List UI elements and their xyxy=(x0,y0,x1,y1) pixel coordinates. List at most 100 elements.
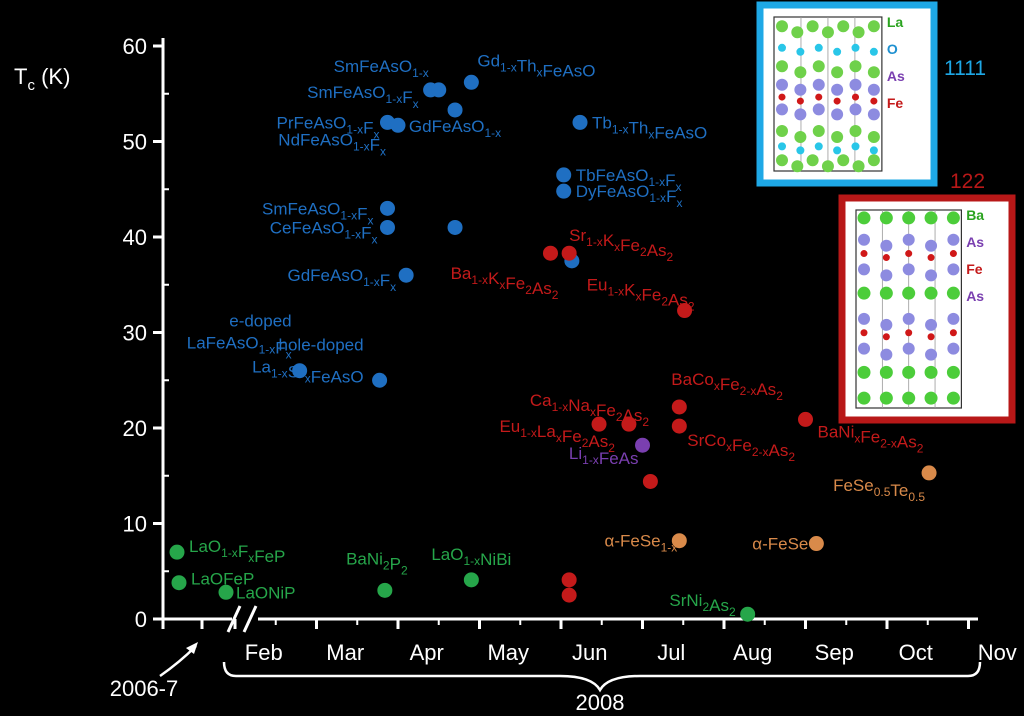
atom xyxy=(833,97,841,105)
atom xyxy=(796,146,805,155)
point-label: CeFeAsO1-xFx xyxy=(270,218,378,246)
data-point xyxy=(372,372,388,388)
point-label: hole-doped xyxy=(279,335,364,354)
x-tick-label: Oct xyxy=(899,640,933,665)
atom xyxy=(858,263,870,276)
inset-atom-label: As xyxy=(887,68,905,84)
inset-atom-label: O xyxy=(887,41,898,57)
atom xyxy=(858,342,870,355)
data-point xyxy=(671,533,687,549)
y-tick-label: 40 xyxy=(123,225,147,250)
atom xyxy=(946,211,960,225)
point-label: LaO1-xNiBi xyxy=(431,545,511,569)
atom xyxy=(947,233,960,246)
point-label: Ba1-xKxFe2As2 xyxy=(451,264,559,302)
point-label: BaNi2P2 xyxy=(346,549,408,577)
atom xyxy=(791,160,804,173)
atom xyxy=(867,130,880,143)
y-tick-label: 0 xyxy=(135,607,147,632)
atom xyxy=(821,26,834,39)
atom xyxy=(880,239,893,252)
point-label: GdFeAsO1-xFx xyxy=(287,266,396,294)
point-label: TbFeAsO1-xFx xyxy=(576,166,682,194)
atom xyxy=(776,124,788,137)
atom xyxy=(860,329,868,337)
data-point xyxy=(542,245,558,261)
data-point xyxy=(379,219,395,235)
data-point xyxy=(591,416,607,432)
y-tick-label: 20 xyxy=(123,416,147,441)
atom xyxy=(858,312,870,325)
x-tick-label: Jul xyxy=(657,640,685,665)
atom xyxy=(849,60,862,73)
atom xyxy=(857,286,871,300)
atom xyxy=(778,43,786,52)
atom xyxy=(902,211,916,225)
atom xyxy=(833,47,842,56)
atom xyxy=(857,211,871,225)
point-label: LaOFeP xyxy=(191,570,254,589)
atom xyxy=(812,78,825,91)
point-label: LaO1-xFxFeP xyxy=(189,537,285,566)
data-point xyxy=(463,74,479,90)
atom xyxy=(831,83,844,96)
data-point xyxy=(556,167,572,183)
atom xyxy=(902,365,916,379)
point-label: FeSe0.5Te0.5 xyxy=(833,476,925,504)
atom xyxy=(882,333,890,341)
atom xyxy=(902,312,915,325)
point-label: SmFeAsO1-x xyxy=(334,57,429,80)
point-label: Eu1-xKxFe2As2 xyxy=(587,276,695,314)
atom xyxy=(867,108,880,121)
data-point xyxy=(390,117,406,133)
atom xyxy=(867,20,880,33)
atom xyxy=(946,286,960,300)
atom xyxy=(852,26,865,39)
y-tick-label: 60 xyxy=(123,34,147,59)
atom xyxy=(902,391,916,405)
inset-atom-label: As xyxy=(966,288,984,304)
data-point xyxy=(671,399,687,415)
y-tick-label: 10 xyxy=(123,512,147,537)
atom xyxy=(880,318,893,331)
atom xyxy=(776,154,788,167)
point-label: PrFeAsO1-xFx xyxy=(277,113,380,141)
atom xyxy=(902,342,915,355)
atom xyxy=(925,269,938,282)
atom xyxy=(902,233,915,246)
atom xyxy=(905,329,913,337)
atom xyxy=(831,130,844,143)
data-point xyxy=(561,587,577,603)
data-point xyxy=(398,267,414,283)
point-label: α-FeSe1-x xyxy=(605,532,678,555)
inset-title: 1111 xyxy=(944,57,986,80)
data-point xyxy=(377,582,393,598)
year-bracket xyxy=(222,661,982,693)
inset-atom-label: Fe xyxy=(966,261,983,277)
atom xyxy=(870,97,878,105)
point-label: SmFeAsO1-xFx xyxy=(262,199,373,227)
atom xyxy=(851,142,860,151)
point-label: BaNixFe2-xAs2 xyxy=(818,422,924,455)
atom xyxy=(794,66,807,79)
year-label: 2008 xyxy=(576,690,625,715)
x-tick-label: Aug xyxy=(733,640,772,665)
atom xyxy=(925,239,938,252)
data-point xyxy=(740,606,756,622)
atom xyxy=(794,83,807,96)
data-point xyxy=(171,575,187,591)
atom xyxy=(837,154,850,167)
atom xyxy=(857,365,871,379)
y-axis-title: Tc (K) xyxy=(14,64,70,94)
inset-atom-label: La xyxy=(887,14,904,30)
data-point xyxy=(463,572,479,588)
atom xyxy=(812,124,825,137)
atom xyxy=(849,103,862,116)
atom xyxy=(851,43,860,52)
data-point xyxy=(635,437,650,453)
inset-atom-label: Fe xyxy=(887,95,904,111)
atom xyxy=(791,26,804,39)
atom xyxy=(776,60,788,73)
